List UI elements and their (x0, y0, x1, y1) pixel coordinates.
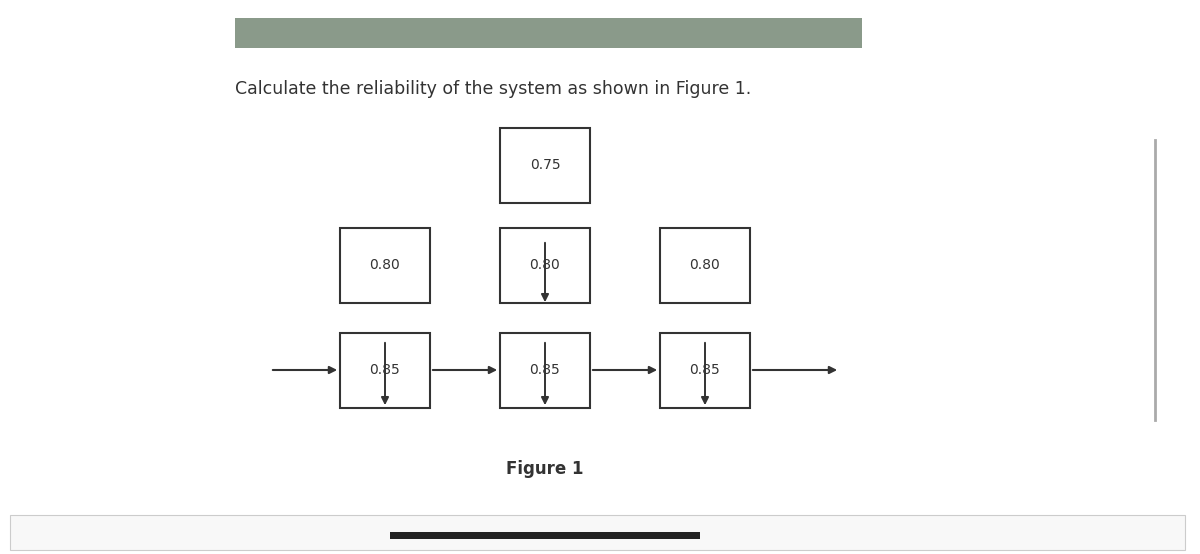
Bar (660, 332, 750, 408)
Bar (660, 228, 750, 302)
Bar (390, 532, 700, 539)
Text: Calculate the reliability of the system as shown in Figure 1.: Calculate the reliability of the system … (235, 80, 751, 98)
Bar (500, 332, 590, 408)
Text: 0.85: 0.85 (529, 363, 560, 377)
Bar (340, 332, 430, 408)
Text: 0.75: 0.75 (529, 158, 560, 172)
Bar (10, 515, 1186, 550)
Text: 0.80: 0.80 (370, 258, 401, 272)
Bar (500, 127, 590, 203)
Text: 0.85: 0.85 (370, 363, 401, 377)
Bar (235, 18, 862, 48)
Text: 0.80: 0.80 (690, 258, 720, 272)
Text: Figure 1: Figure 1 (506, 460, 583, 478)
Bar (500, 228, 590, 302)
Text: 0.85: 0.85 (690, 363, 720, 377)
Bar (340, 228, 430, 302)
Text: 0.80: 0.80 (529, 258, 560, 272)
